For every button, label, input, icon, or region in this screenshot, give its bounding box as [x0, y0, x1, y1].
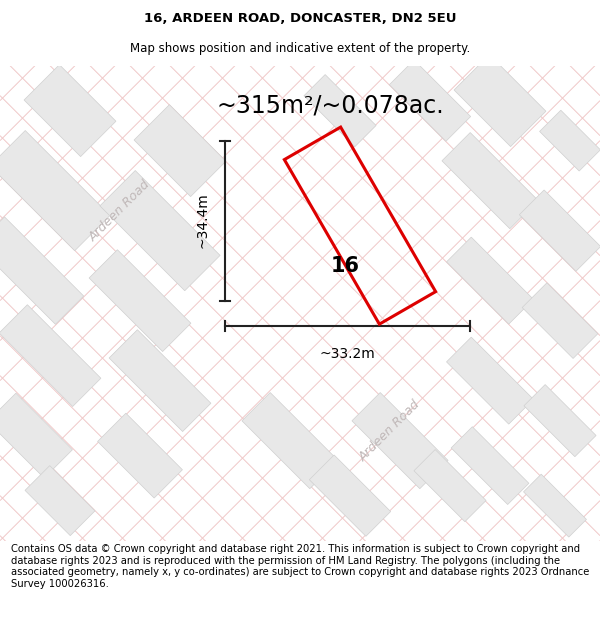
- Polygon shape: [0, 131, 110, 251]
- Polygon shape: [539, 110, 600, 171]
- Polygon shape: [0, 393, 73, 478]
- Polygon shape: [442, 132, 538, 229]
- Text: ~33.2m: ~33.2m: [320, 347, 376, 361]
- Polygon shape: [310, 455, 391, 536]
- Text: Map shows position and indicative extent of the property.: Map shows position and indicative extent…: [130, 42, 470, 55]
- Polygon shape: [454, 54, 546, 147]
- Polygon shape: [24, 64, 116, 157]
- Polygon shape: [451, 427, 529, 504]
- Polygon shape: [446, 237, 533, 324]
- Polygon shape: [520, 190, 600, 271]
- Polygon shape: [25, 466, 95, 536]
- Polygon shape: [89, 250, 191, 351]
- Polygon shape: [134, 104, 226, 197]
- Text: 16: 16: [331, 256, 359, 276]
- Polygon shape: [0, 217, 84, 324]
- Polygon shape: [389, 60, 470, 141]
- Polygon shape: [98, 413, 182, 498]
- Text: Ardeen Road: Ardeen Road: [87, 177, 153, 244]
- Polygon shape: [524, 474, 586, 537]
- Polygon shape: [522, 282, 598, 359]
- Text: Contains OS data © Crown copyright and database right 2021. This information is : Contains OS data © Crown copyright and d…: [11, 544, 589, 589]
- Polygon shape: [304, 74, 376, 147]
- Polygon shape: [446, 337, 533, 424]
- Text: ~34.4m: ~34.4m: [196, 192, 210, 249]
- Polygon shape: [0, 305, 101, 406]
- Polygon shape: [242, 392, 338, 489]
- Polygon shape: [524, 384, 596, 457]
- Text: Ardeen Road: Ardeen Road: [357, 398, 423, 464]
- Polygon shape: [100, 171, 220, 291]
- Text: 16, ARDEEN ROAD, DONCASTER, DN2 5EU: 16, ARDEEN ROAD, DONCASTER, DN2 5EU: [144, 12, 456, 25]
- Polygon shape: [414, 449, 486, 522]
- Polygon shape: [109, 330, 211, 431]
- Polygon shape: [352, 392, 448, 489]
- Text: ~315m²/~0.078ac.: ~315m²/~0.078ac.: [216, 94, 444, 118]
